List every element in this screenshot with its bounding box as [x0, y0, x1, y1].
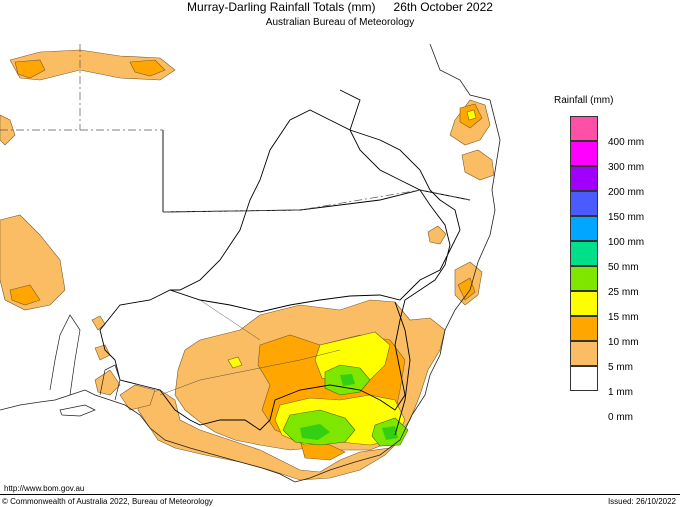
legend-label-25: 25 mm	[608, 287, 639, 298]
legend-label-200: 200 mm	[608, 187, 645, 198]
legend-label-300: 300 mm	[608, 162, 645, 173]
rain-25mm-c	[340, 374, 355, 386]
rainfall-map	[0, 44, 501, 483]
footer-bar: © Commonwealth of Australia 2022, Bureau…	[0, 494, 680, 507]
rain-5mm-coast	[457, 277, 476, 301]
legend-label-10: 10 mm	[608, 337, 639, 348]
map-subtitle: Australian Bureau of Meteorology	[265, 17, 415, 28]
border-qld-nsw-dash	[162, 189, 471, 213]
bom-url-link[interactable]: http://www.bom.gov.au	[4, 484, 85, 493]
issued-date: Issued: 26/10/2022	[607, 497, 676, 506]
map-title-text: Murray-Darling Rainfall Totals (mm)	[187, 0, 376, 14]
rain-5mm-nw	[14, 59, 46, 79]
swatch-1mm	[570, 366, 598, 391]
swatch-50mm	[570, 241, 598, 266]
swatch-5mm	[570, 341, 598, 366]
dashed-borders	[0, 44, 471, 213]
rain-5mm-nw-2	[129, 59, 166, 77]
kangaroo-island	[59, 404, 96, 417]
gulf-st-vincent	[99, 364, 121, 401]
swatch-150mm	[570, 191, 598, 216]
rain-10mm-ne	[466, 109, 477, 121]
copyright-text: © Commonwealth of Australia 2022, Bureau…	[2, 497, 213, 506]
swatch-10mm	[570, 316, 598, 341]
gulf-spencer	[49, 314, 81, 396]
map-date: 26th October 2022	[393, 0, 493, 14]
rain-region-small-1	[427, 225, 447, 245]
swatch-300mm	[570, 141, 598, 166]
rain-5mm-west	[9, 284, 41, 306]
map-title: Murray-Darling Rainfall Totals (mm) 26th …	[0, 0, 680, 14]
swatch-200mm	[570, 166, 598, 191]
legend-label-400: 400 mm	[608, 137, 645, 148]
legend-label-100: 100 mm	[608, 237, 645, 248]
rain-25mm-layer	[300, 374, 398, 440]
rain-10mm-isolated	[227, 356, 243, 369]
legend-label-50: 50 mm	[608, 262, 639, 273]
rain-25mm-b	[382, 426, 398, 440]
legend-label-15: 15 mm	[608, 312, 639, 323]
legend-title: Rainfall (mm)	[554, 95, 614, 106]
swatch-15mm	[570, 291, 598, 316]
legend-label-0: 0 mm	[608, 412, 633, 423]
legend-label-1: 1 mm	[608, 387, 633, 398]
swatch-100mm	[570, 216, 598, 241]
rain-25mm-a	[300, 424, 330, 440]
rivers	[159, 299, 341, 396]
legend-label-150: 150 mm	[608, 212, 645, 223]
swatch-25mm	[570, 266, 598, 291]
basin-boundary	[99, 89, 461, 431]
rain-region-nw-1	[9, 49, 176, 81]
border-vic-nsw	[394, 301, 411, 436]
rain-region-west	[0, 214, 66, 311]
legend-label-5: 5 mm	[608, 362, 633, 373]
coastline	[0, 44, 501, 483]
swatch-400mm	[570, 116, 598, 141]
